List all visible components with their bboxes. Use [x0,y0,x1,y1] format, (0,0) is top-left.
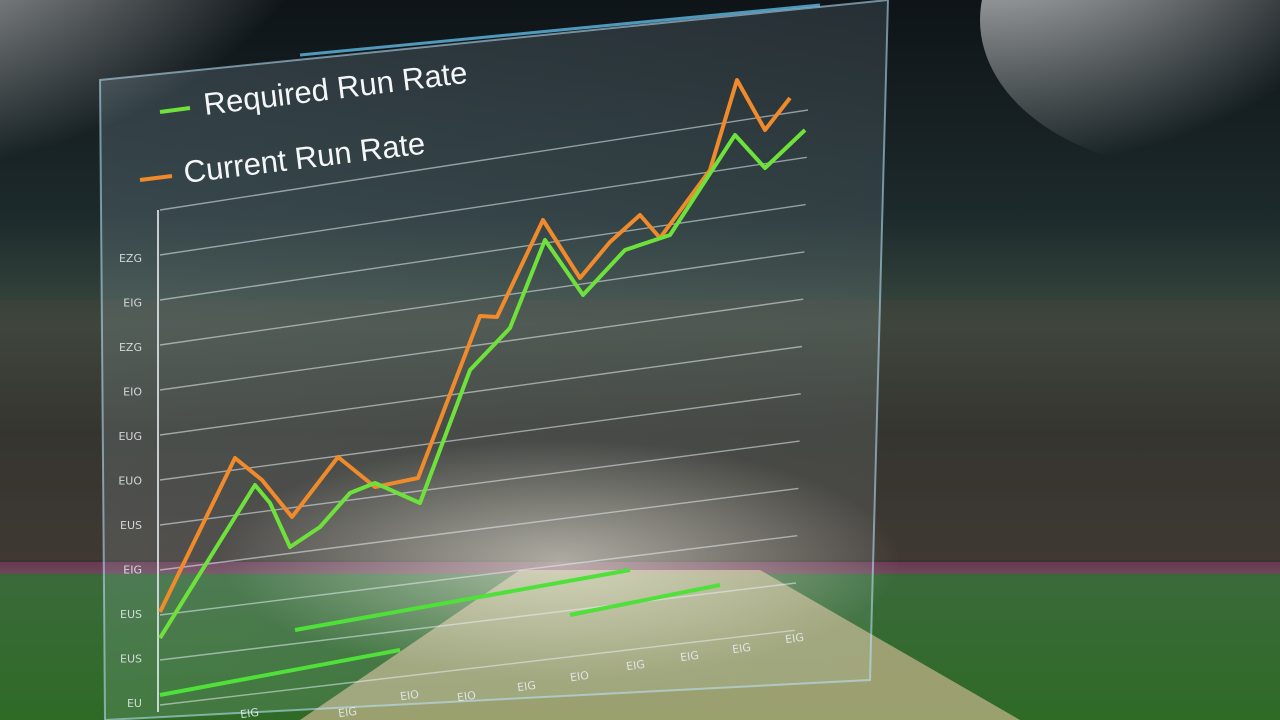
x-tick-label: EIG [516,679,536,694]
y-tick-label: EIG [123,564,142,577]
x-tick-label: EIG [239,706,259,720]
grid-line [159,487,799,571]
y-tick-label: EIO [123,386,142,399]
current-run-rate-line [158,78,792,613]
grid-line [159,629,795,706]
y-tick-label: EZG [119,341,142,354]
x-tick-label: EIG [625,658,645,673]
grid-line [159,203,806,301]
grid-line [159,440,800,526]
grid-line [159,156,807,256]
legend-swatch [139,174,173,182]
x-tick-label: EIG [679,649,699,664]
green-trend-line [159,648,401,697]
x-tick-label: EIG [731,641,751,656]
required-run-rate-line [158,128,807,640]
green-trend-line [294,568,631,632]
y-tick-label: EIG [123,297,142,310]
y-tick-label: EZG [119,252,142,265]
legend-swatch [159,106,191,114]
y-tick-label: EUS [120,653,142,666]
x-tick-label: EIO [456,689,477,705]
green-trend-line [569,583,721,617]
grid-line [159,345,803,436]
grid-line [159,393,801,481]
panel-edge-glow [299,3,821,57]
y-tick-label: EU [127,697,142,710]
grid-line [159,535,798,616]
floodlight [980,0,1280,170]
grid-line [159,582,797,661]
axis-labels: EZG EIG EZG EIO EUG EUO EUS EIG EUS EUS EU EIG EIG EI… [118,252,804,720]
y-tick-label: EUO [118,475,142,488]
x-tick-label: EIG [337,705,357,720]
grid-line [159,109,809,211]
x-tick-label: EIG [784,631,804,646]
y-tick-label: EUS [120,519,142,532]
grid-line [159,298,804,391]
y-tick-label: EUG [118,430,142,443]
grid-line [159,251,805,346]
x-tick-label: EIO [399,688,420,704]
x-tick-label: EIO [569,669,590,685]
y-tick-label: EUS [120,608,142,621]
grid [159,109,809,706]
